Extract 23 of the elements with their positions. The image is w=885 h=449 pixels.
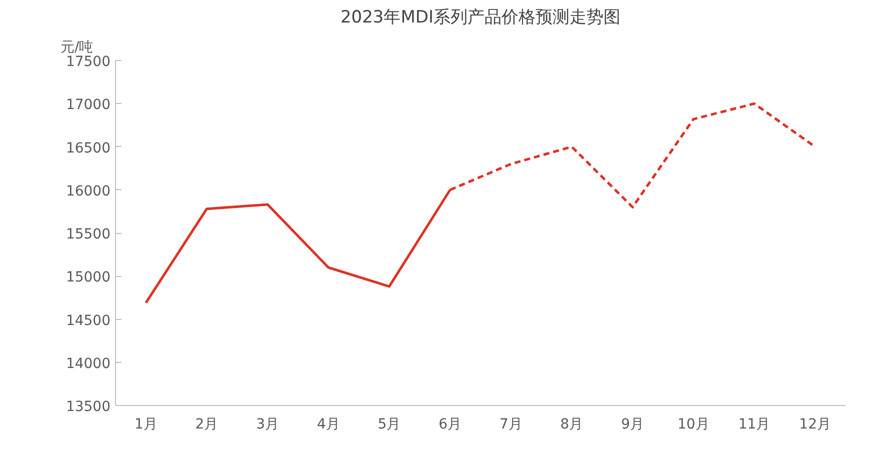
- y-tick-label: 13500: [66, 399, 111, 415]
- y-axis-title: 元/吨: [60, 40, 94, 56]
- x-tick-label: 3月: [256, 416, 280, 432]
- y-tick-label: 15500: [66, 226, 111, 242]
- y-tick-label: 17500: [66, 54, 111, 70]
- chart-title: 2023年MDI系列产品价格预测走势图: [340, 8, 621, 28]
- x-tick-label: 6月: [438, 416, 462, 432]
- x-tick-label: 12月: [799, 416, 832, 432]
- x-tick-label: 11月: [738, 416, 770, 432]
- x-tick-label: 4月: [316, 416, 340, 432]
- x-tick-label: 7月: [499, 416, 522, 432]
- x-tick-label: 5月: [378, 416, 401, 432]
- y-tick-label: 15000: [66, 270, 111, 286]
- x-tick-label: 1月: [134, 416, 158, 432]
- x-tick-label: 8月: [560, 416, 584, 432]
- x-tick-label: 9月: [621, 416, 644, 432]
- y-tick-label: 16000: [66, 183, 111, 200]
- x-tick-label: 10月: [678, 416, 710, 432]
- x-tick-label: 2月: [195, 416, 218, 432]
- y-tick-label: 14500: [66, 312, 111, 329]
- y-tick-label: 17000: [66, 97, 111, 114]
- y-tick-label: 16500: [66, 140, 111, 156]
- y-tick-label: 14000: [66, 356, 111, 372]
